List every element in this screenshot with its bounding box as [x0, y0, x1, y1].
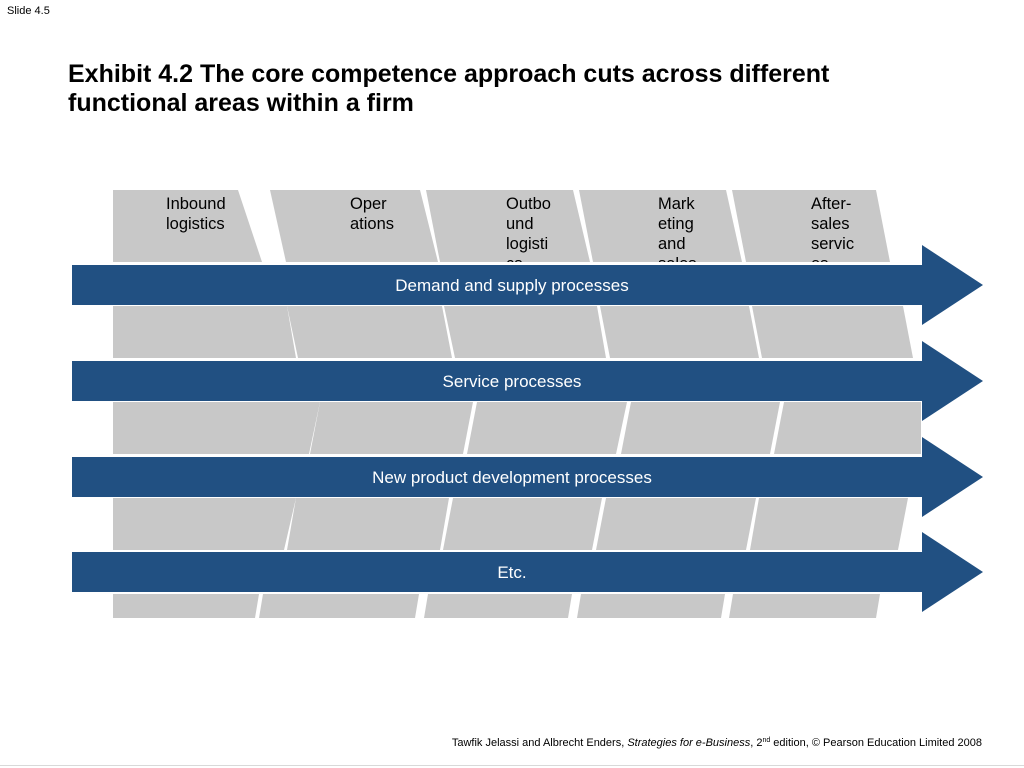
column-5-label-line-1: After- [811, 195, 852, 213]
value-chain-columns [113, 190, 921, 618]
column-3-segment-3 [467, 402, 627, 454]
column-3-label-line-3: logisti [506, 235, 549, 253]
column-4-label-line-1: Mark [658, 195, 695, 213]
process-arrows: Demand and supply processes Service proce… [72, 245, 983, 612]
process-arrow-shape-4 [72, 532, 983, 612]
column-2-segment-3 [310, 402, 473, 454]
footer-authors: Tawfik Jelassi and Albrecht Enders, [451, 737, 628, 749]
footer-edition-suffix: edition, © Pearson Education Limited 200… [770, 737, 982, 749]
column-label-1: Inbound logistics [166, 194, 226, 262]
process-label-1: Demand and supply processes [395, 276, 628, 295]
column-2-segment-2 [287, 306, 452, 358]
column-4-segment-1 [579, 190, 742, 262]
column-1-label-line-1: Inbound [166, 195, 226, 213]
process-label-2: Service processes [443, 372, 582, 391]
column-3-segment-4 [443, 498, 602, 550]
column-4-segment-3 [621, 402, 780, 454]
column-3-label-line-2: und [506, 215, 534, 233]
column-1-segment-5 [113, 594, 259, 618]
column-3-segment-2 [444, 306, 606, 358]
bottom-rule [0, 765, 1024, 766]
column-5-segment-5 [729, 594, 880, 618]
column-2-segment-4 [287, 498, 449, 550]
process-arrow-shape-1 [72, 245, 983, 325]
column-4-label-line-3: and [658, 235, 686, 253]
column-label-4: Mark eting andsales [658, 194, 697, 262]
process-label-4: Etc. [497, 563, 526, 582]
column-4-segment-2 [600, 306, 759, 358]
column-3-segment-5 [424, 594, 572, 618]
footer-book-title: Strategies for e-Business [627, 737, 751, 749]
footer-citation: Tawfik Jelassi and Albrecht Enders, Stra… [452, 737, 982, 749]
exhibit-title: Exhibit 4.2 The core competence approach… [68, 60, 830, 117]
column-5-segment-3 [774, 402, 921, 454]
process-arrow-shape-2 [72, 341, 983, 421]
process-arrow-1: Demand and supply processes [72, 245, 983, 325]
process-arrow-shape-3 [72, 437, 983, 517]
process-arrow-4: Etc. [72, 532, 983, 612]
column-1-segment-4 [113, 498, 296, 550]
column-label-3: Outbo und logistics [506, 194, 551, 262]
column-1-segment-1 [113, 190, 262, 262]
column-1-segment-3 [113, 402, 320, 454]
column-label-5: After-sales services [811, 194, 854, 262]
column-5-label-line-4: es [811, 254, 854, 262]
column-5-segment-2 [752, 306, 913, 358]
column-5-segment-4 [750, 498, 908, 550]
process-arrow-2: Service processes [72, 341, 983, 421]
column-5-label-line-3: servic [811, 235, 855, 253]
column-2-label-line-1: Oper [350, 195, 387, 213]
column-2-segment-5 [259, 594, 419, 618]
column-2-label-line-2: ations [350, 215, 395, 233]
footer-edition-sup: nd [762, 737, 771, 744]
column-3-label-line-4: cs [506, 254, 551, 262]
column-3-segment-1 [426, 190, 590, 262]
column-label-2: Oper ations [350, 194, 394, 262]
column-5-label-line-2: sales [811, 215, 850, 233]
process-arrow-3: New product development processes [72, 437, 983, 517]
column-2-segment-1 [270, 190, 438, 262]
footer-edition-prefix: , 2 [750, 737, 763, 749]
column-3-label-line-1: Outbo [506, 195, 551, 213]
column-5-segment-1 [732, 190, 890, 262]
column-1-segment-2 [113, 306, 296, 358]
column-4-segment-4 [596, 498, 756, 550]
process-label-3: New product development processes [372, 468, 652, 487]
column-4-segment-5 [577, 594, 725, 618]
column-1-label-line-2: logistics [166, 215, 225, 233]
slide-number: Slide 4.5 [7, 5, 50, 17]
column-4-label-line-2: eting [658, 215, 694, 233]
column-4-label-line-4: sales [658, 254, 697, 262]
